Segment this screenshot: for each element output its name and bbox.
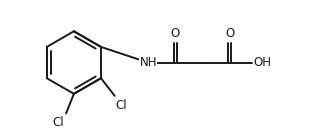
Text: OH: OH	[254, 56, 272, 69]
Text: Cl: Cl	[52, 116, 64, 129]
Text: O: O	[225, 27, 234, 40]
Text: NH: NH	[140, 56, 157, 69]
Text: O: O	[170, 27, 180, 40]
Text: Cl: Cl	[116, 99, 127, 112]
